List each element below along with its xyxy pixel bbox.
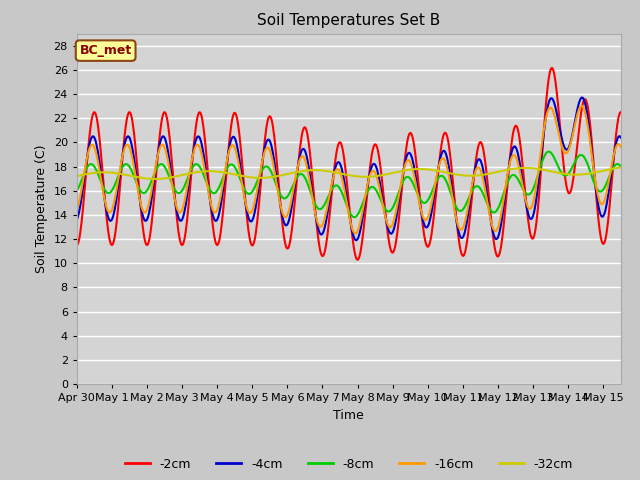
-2cm — [106, 239, 114, 245]
-2cm — [617, 109, 625, 115]
-32cm — [390, 170, 397, 176]
-8cm — [390, 204, 397, 209]
Line: -16cm: -16cm — [77, 106, 621, 233]
-32cm — [617, 165, 625, 170]
-16cm — [404, 157, 412, 163]
-2cm — [420, 231, 428, 237]
-8cm — [106, 190, 114, 195]
-4cm — [420, 221, 428, 227]
-32cm — [73, 173, 81, 179]
-32cm — [106, 169, 114, 175]
-4cm — [106, 218, 114, 224]
-8cm — [420, 200, 428, 206]
-8cm — [545, 149, 552, 155]
Line: -2cm: -2cm — [77, 68, 621, 260]
-16cm — [486, 214, 494, 220]
-4cm — [73, 216, 81, 222]
-16cm — [420, 216, 428, 222]
Legend: -2cm, -4cm, -8cm, -16cm, -32cm: -2cm, -4cm, -8cm, -16cm, -32cm — [120, 453, 578, 476]
Line: -4cm: -4cm — [77, 97, 621, 240]
-4cm — [617, 134, 625, 140]
-2cm — [353, 257, 361, 263]
-4cm — [542, 114, 550, 120]
-16cm — [577, 103, 585, 109]
-32cm — [486, 171, 494, 177]
-8cm — [486, 206, 494, 212]
Y-axis label: Soil Temperature (C): Soil Temperature (C) — [35, 144, 48, 273]
-2cm — [548, 65, 556, 71]
-4cm — [404, 151, 412, 157]
-16cm — [617, 144, 625, 150]
-16cm — [351, 230, 359, 236]
-2cm — [390, 249, 397, 255]
Line: -8cm: -8cm — [77, 152, 621, 217]
-32cm — [420, 166, 428, 172]
-32cm — [404, 167, 412, 173]
-8cm — [351, 214, 358, 220]
-4cm — [390, 228, 397, 233]
-4cm — [486, 213, 494, 219]
-8cm — [73, 188, 81, 193]
Line: -32cm: -32cm — [77, 168, 621, 179]
-8cm — [542, 151, 550, 156]
-4cm — [352, 238, 360, 243]
-16cm — [73, 207, 81, 213]
-32cm — [542, 168, 550, 173]
-16cm — [106, 209, 114, 215]
-4cm — [578, 95, 586, 100]
-2cm — [542, 102, 550, 108]
-2cm — [404, 137, 412, 143]
-2cm — [486, 206, 494, 212]
Title: Soil Temperatures Set B: Soil Temperatures Set B — [257, 13, 440, 28]
-16cm — [390, 219, 397, 225]
-2cm — [73, 242, 81, 248]
-8cm — [404, 174, 412, 180]
Text: BC_met: BC_met — [79, 44, 132, 57]
X-axis label: Time: Time — [333, 408, 364, 421]
-8cm — [617, 164, 625, 169]
-32cm — [151, 176, 159, 182]
-16cm — [542, 115, 550, 121]
